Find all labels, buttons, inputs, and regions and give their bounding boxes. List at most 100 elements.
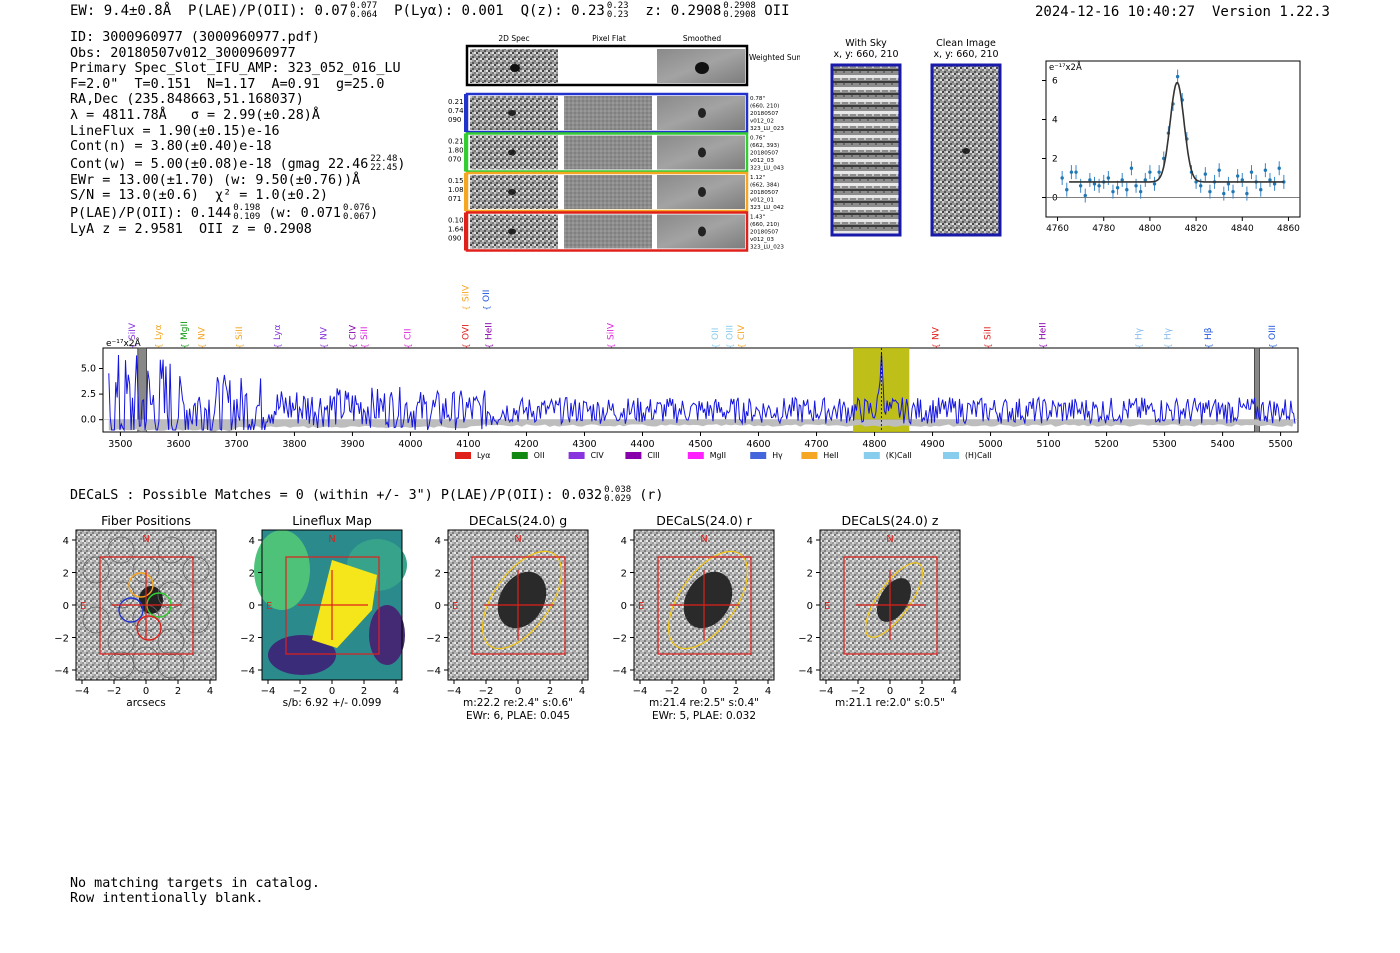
decals-panel-figure: Fiber Positions N E −4 −2 0 2 4 4 2 0 −2 −4 arcsecs [54,513,217,709]
line-fit-point [1138,189,1143,194]
spectrum-x-tick-label: 3700 [224,439,248,450]
decals-x-tick-label: 0 [143,686,149,697]
emission-line-brace: { [1134,343,1143,348]
decals-panel: DECaLS(24.0) g N E −4 −2 0 2 4 4 2 0 −2 −4 m:22.2 re:… [408,512,608,727]
compass-east: E [266,601,272,612]
decals-x-tick-label: 2 [175,686,181,697]
with-sky-header: With Sky x, y: 660, 210 [832,38,900,60]
decals-x-tick-label: 0 [887,686,893,697]
spectrum-body [103,347,1298,433]
emission-line-brace: { [485,343,494,348]
emission-line-brace: { [1163,343,1172,348]
line-fit-x-tick-label: 4780 [1092,224,1115,234]
decals-x-tick-label: −2 [665,686,680,697]
spectrum-flux-line [108,352,1296,432]
decals-y-tick-label: 4 [621,536,627,547]
line-fit-x-tick-label: 4840 [1231,224,1254,234]
header-plae-lo: 0.064 [350,10,378,20]
cutout-smoothed-source [698,187,706,197]
footer-line-2: Row intentionally blank. [70,891,264,906]
decals-caption-1: arcsecs [126,697,165,709]
decals-x-tick-label: 0 [701,686,707,697]
decals-y-tick-label: 0 [249,601,255,612]
line-fit-ticks: 4760 4780 4800 4820 4840 4860 0 2 4 6 [1042,77,1300,234]
decals-caption-1: m:22.2 re:2.4" s:0.6" [463,697,573,709]
decals-caption-2: EWr: 6, PLAE: 0.045 [466,710,570,722]
spectrum-x-tick-label: 4800 [862,439,886,450]
footer-notes: No matching targets in catalog. Row inten… [70,876,320,906]
spectrum-x-tick-label: 3600 [166,439,190,450]
emission-line-label: Lyα [273,324,283,340]
spectrum-x-tick-label: 4600 [746,439,770,450]
decals-source [497,571,547,629]
header-qz-hi: 0.23 [606,1,629,11]
decals-caption-1: m:21.1 re:2.0" s:0.5" [835,697,945,709]
cutout-2d-source [508,149,516,156]
decals-x-tick-label: 4 [951,686,957,697]
emission-line-brace: { [711,343,720,348]
emission-line-label: SiIV [461,284,471,302]
line-fit-point [1157,170,1161,174]
info-plae-hi: 0.198 [233,202,261,213]
compass-north: N [328,534,335,545]
decals-y-tick-label: −2 [798,634,813,645]
emission-line-brace: { [737,343,746,348]
line-fit-marks [1046,69,1300,203]
line-fit-point [1222,191,1226,196]
emission-line-brace: { [482,305,491,310]
cutout-row-marker [464,94,467,132]
spectrum-x-tick-label: 5300 [1152,439,1176,450]
cutout-right-label: 20180507 [750,151,779,157]
decals-x-tick-label: 0 [515,686,521,697]
clean-image-title: Clean Image [936,38,996,49]
cutout-left-label: 0.15 [448,177,464,185]
emission-line-brace: { [348,343,357,348]
spectrum-x-tick-label: 5500 [1269,439,1293,450]
line-fit-point [1060,176,1064,180]
cutout-right-label: (662, 384) [750,183,779,189]
spectrum-error-band [108,419,1296,432]
compass-east: E [824,601,830,612]
cutout-left-label: 1.64 [448,226,464,234]
decals-x-tick-label: −4 [75,686,90,697]
decals-summary-band: (r) [639,488,664,503]
emission-line-brace: { [606,343,615,348]
decals-x-tick-label: 2 [733,686,739,697]
spectrum-ticks: 3500 3600 3700 3800 3900 4000 4100 4200 4300 4400… [81,363,1293,450]
line-fit-point [1125,188,1129,192]
decals-x-tick-label: 4 [579,686,585,697]
emission-line-label: Hβ [1204,327,1214,340]
decals-source [876,578,912,622]
header-summary: EW: 9.4±0.8Å P(LAE)/P(OII): 0.07 0.077 0.0… [70,2,790,20]
line-fit-y-tick-label: 0 [1052,194,1058,204]
line-fit-point [1259,188,1263,192]
lineflux-map-blob [268,635,336,675]
compass-east: E [638,601,644,612]
line-fit-y-tick-label: 6 [1052,77,1058,87]
decals-search-box [471,556,566,655]
emission-line-brace: { [154,343,163,348]
info-contw-hi: 22.48 [370,153,398,164]
decals-aperture-ellipse [481,550,563,650]
decals-panel-title: DECaLS(24.0) z [842,513,939,528]
line-fit-point [1078,184,1083,188]
line-fit-frame [1045,60,1301,218]
fiber-circle [107,651,135,679]
cutout-row-marker [464,212,467,251]
cutout-2d-source [508,110,516,116]
cutout-smoothed-source [698,108,706,118]
emission-line-label: OVI [461,324,471,340]
compass-north: N [886,534,893,545]
line-fit-point [1106,176,1111,180]
line-fit-point [1088,178,1092,182]
decals-summary: DECaLS : Possible Matches = 0 (within +/… [70,486,663,504]
clean-image-header: Clean Image x, y: 660, 210 [922,38,1010,60]
cutout-row-marker [464,133,467,172]
footer-line-1: No matching targets in catalog. [70,876,320,891]
info-contw-lo: 22.45 [370,162,398,173]
info-contw: Cont(w) = 5.00(±0.08)e-18 (gmag 22.46 [70,156,369,172]
spectrum-x-tick-label: 5100 [1036,439,1060,450]
decals-search-box [843,556,938,655]
